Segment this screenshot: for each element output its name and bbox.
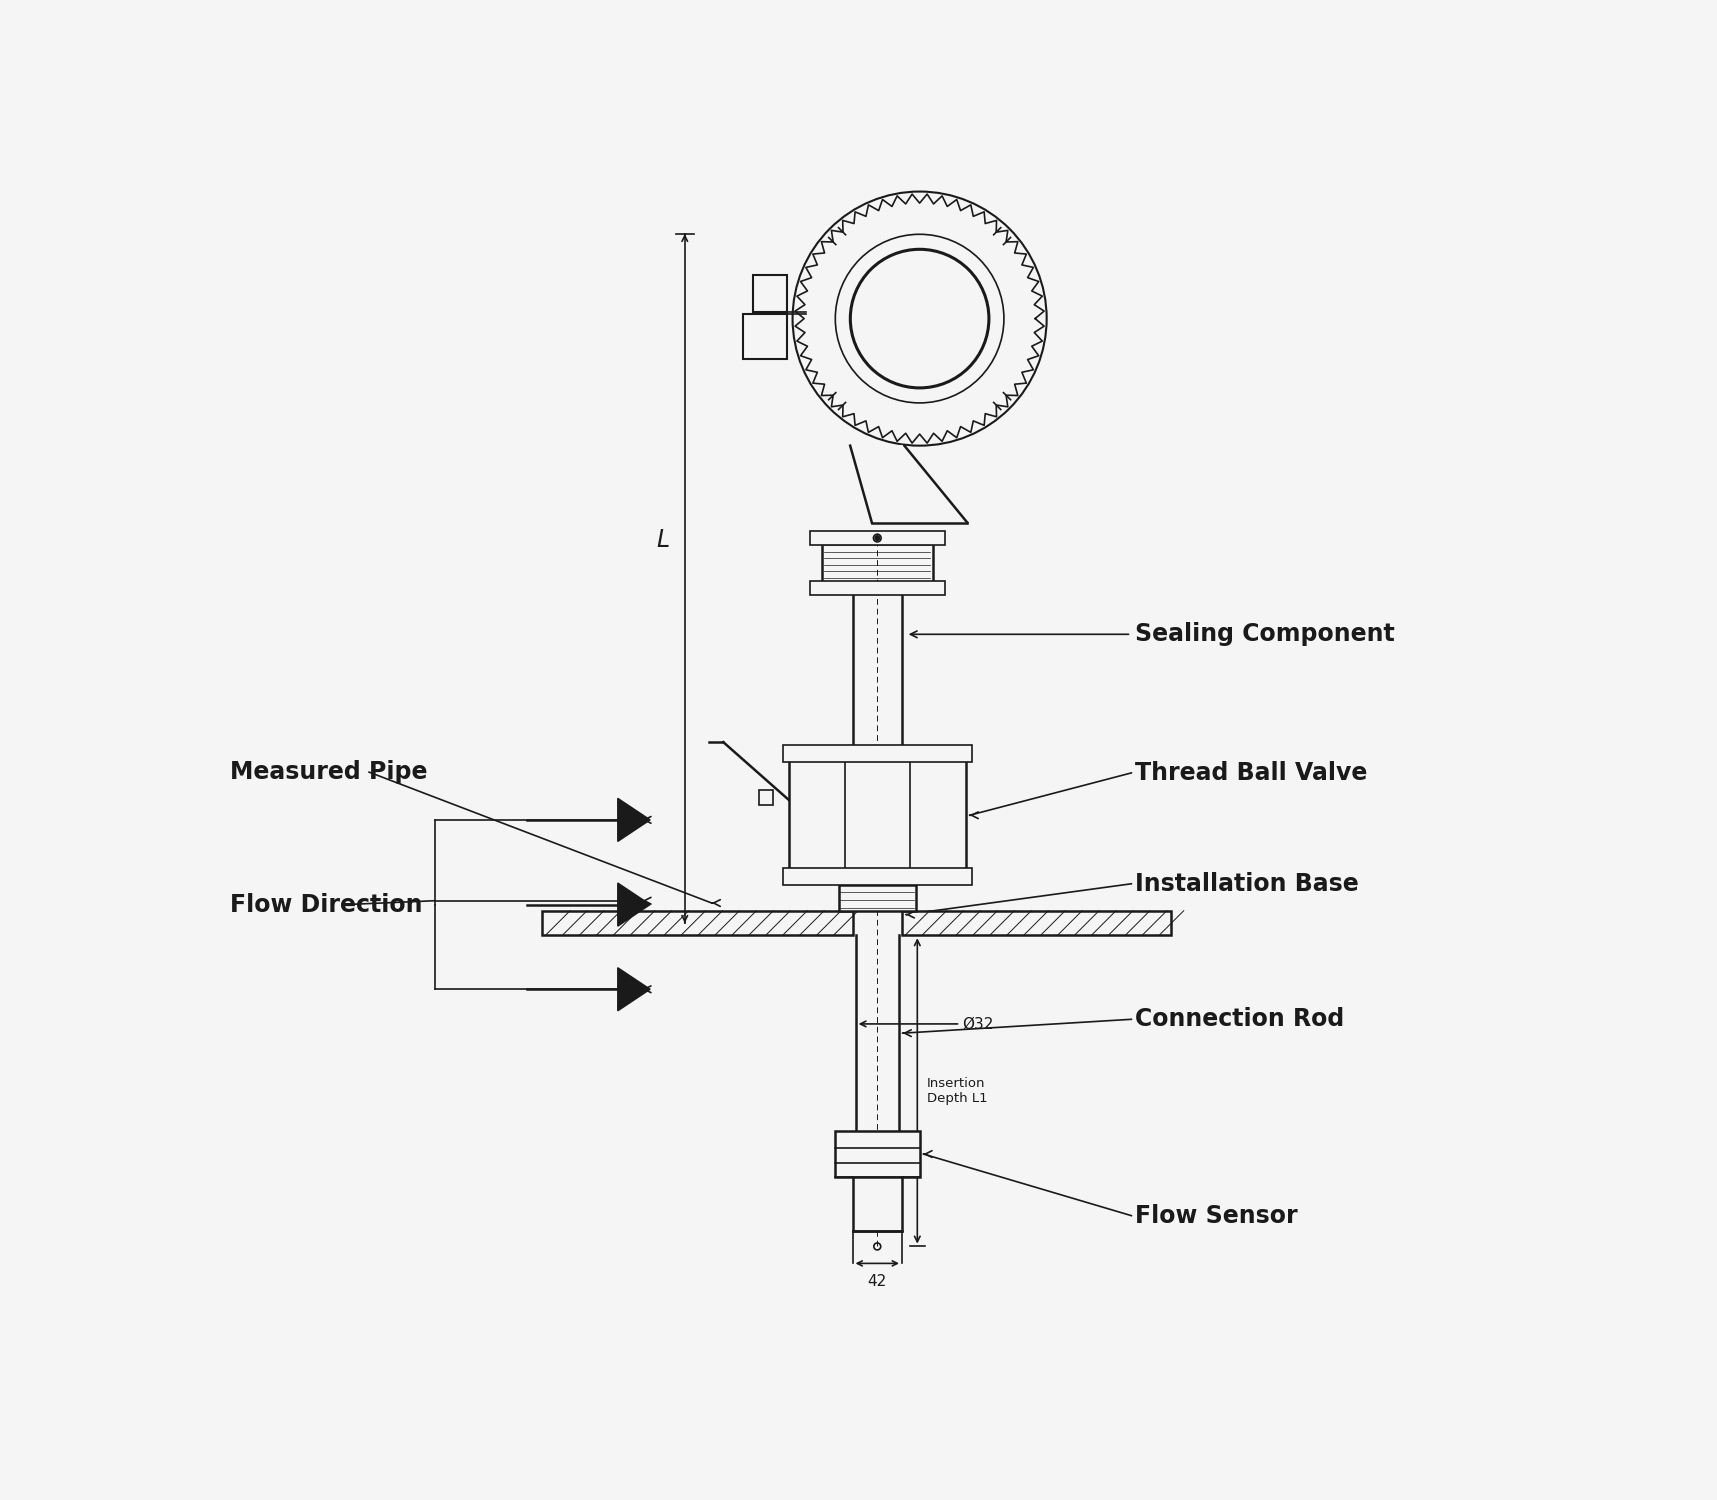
Text: Measured Pipe: Measured Pipe bbox=[230, 760, 428, 784]
Polygon shape bbox=[850, 446, 967, 522]
Bar bbox=[543, 910, 853, 936]
Text: Connection Rod: Connection Rod bbox=[1135, 1008, 1344, 1032]
Text: Sealing Component: Sealing Component bbox=[1135, 622, 1394, 646]
Circle shape bbox=[874, 536, 881, 542]
Text: Installation Base: Installation Base bbox=[1135, 871, 1358, 895]
Bar bbox=[783, 868, 972, 885]
Bar bbox=[809, 580, 944, 596]
Bar bbox=[822, 538, 932, 588]
Text: 42: 42 bbox=[867, 1274, 888, 1288]
Bar bbox=[759, 790, 773, 806]
Text: Flow Sensor: Flow Sensor bbox=[1135, 1203, 1298, 1227]
Text: Flow Direction: Flow Direction bbox=[230, 892, 422, 916]
Polygon shape bbox=[618, 884, 651, 926]
Bar bbox=[853, 1178, 901, 1231]
Bar bbox=[901, 910, 1171, 936]
Polygon shape bbox=[618, 798, 651, 842]
Bar bbox=[834, 1131, 920, 1178]
Bar bbox=[752, 276, 786, 312]
Polygon shape bbox=[618, 968, 651, 1011]
Bar bbox=[788, 758, 967, 873]
Bar bbox=[783, 746, 972, 762]
Bar bbox=[840, 885, 915, 910]
Text: Thread Ball Valve: Thread Ball Valve bbox=[1135, 760, 1368, 784]
Bar bbox=[742, 314, 786, 358]
Text: L: L bbox=[656, 528, 670, 552]
Bar bbox=[809, 531, 944, 544]
Text: Ø32: Ø32 bbox=[962, 1017, 994, 1032]
Text: Insertion
Depth L1: Insertion Depth L1 bbox=[927, 1077, 987, 1106]
